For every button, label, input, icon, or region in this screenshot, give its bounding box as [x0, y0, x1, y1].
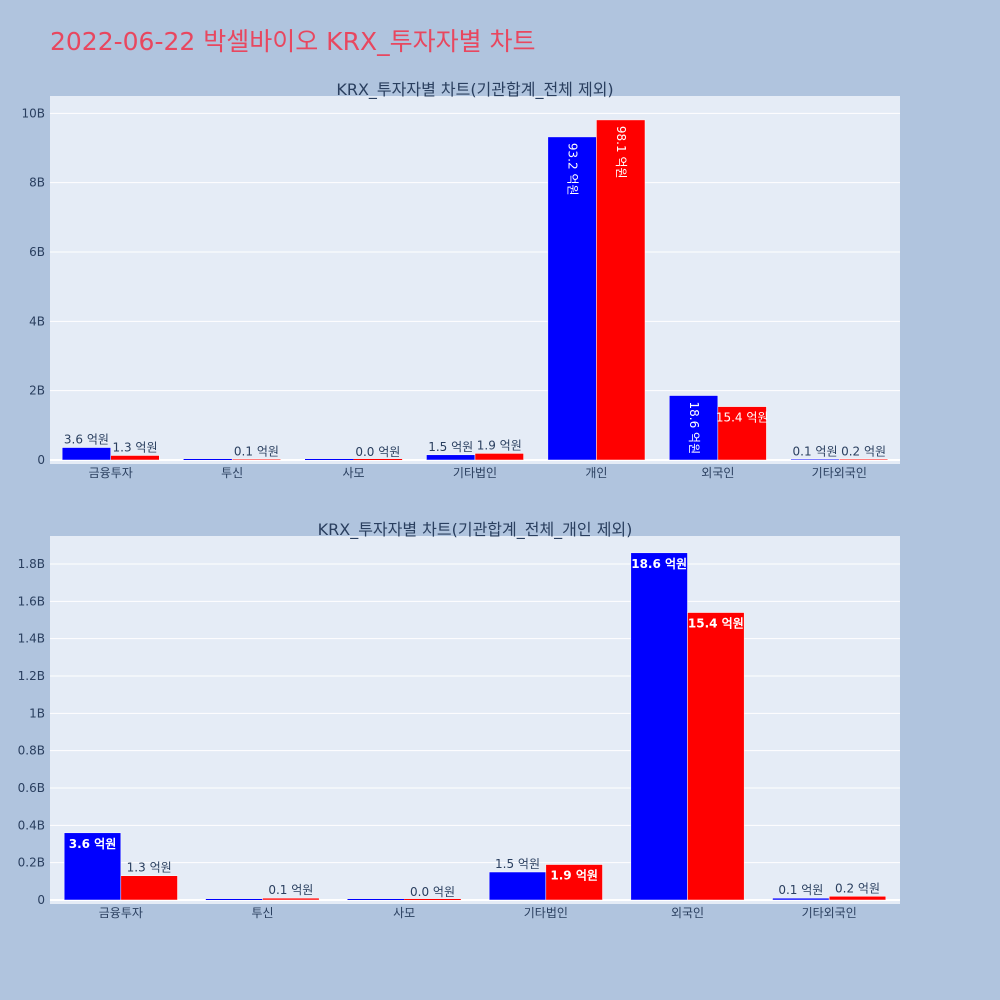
y-tick-label: 0.8B [18, 744, 45, 758]
bar [61, 447, 111, 461]
bar [828, 896, 887, 901]
bar [669, 395, 719, 461]
y-tick-label: 10B [21, 106, 45, 120]
bar [717, 406, 767, 461]
x-tick-label: 금융투자 [99, 906, 143, 920]
bar [205, 899, 263, 900]
y-tick-label: 1.6B [18, 594, 45, 608]
y-tick-label: 1.8B [18, 557, 45, 571]
bar [772, 897, 830, 901]
bar [545, 864, 603, 901]
bar-value-label: 1.5 억원 [428, 440, 473, 454]
x-tick-label: 투신 [221, 466, 243, 480]
plot-area [50, 536, 900, 904]
y-tick-label: 0.4B [18, 818, 45, 832]
bar [474, 453, 524, 461]
bar-value-label: 0.1 억원 [778, 883, 823, 897]
x-tick-label: 외국인 [701, 466, 734, 480]
y-tick-label: 0.2B [18, 856, 45, 870]
bar [353, 459, 403, 460]
y-tick-label: 6B [29, 245, 45, 259]
bar-value-label: 15.4 억원 [688, 617, 744, 631]
x-tick-label: 기타외국인 [802, 906, 857, 920]
bar-value-label: 0.1 억원 [793, 445, 838, 459]
y-tick-label: 1B [29, 706, 45, 720]
bar [687, 612, 745, 901]
y-tick-label: 4B [29, 314, 45, 328]
bar [120, 875, 178, 901]
y-tick-label: 0 [37, 893, 45, 907]
y-tick-label: 0 [37, 453, 45, 467]
bar-value-label: 1.9 억원 [477, 438, 522, 452]
plot-area [50, 96, 900, 464]
bar-value-label: 3.6 억원 [69, 837, 117, 851]
x-tick-label: 기타법인 [524, 906, 568, 920]
bar [839, 458, 889, 461]
bar [183, 459, 233, 460]
x-tick-label: 외국인 [671, 906, 704, 920]
x-tick-label: 기타외국인 [812, 466, 867, 480]
bar [231, 458, 281, 461]
bar [630, 552, 688, 901]
bar [596, 119, 646, 461]
bar [790, 458, 840, 461]
page-title: 2022-06-22 박셀바이오 KRX_투자자별 차트 [50, 27, 536, 56]
bar [63, 832, 122, 901]
x-tick-label: 사모 [343, 466, 365, 480]
bar-value-label: 0.0 억원 [355, 445, 400, 459]
bar-value-label: 0.1 억원 [268, 883, 313, 897]
y-tick-label: 8B [29, 176, 45, 190]
bar [262, 897, 320, 901]
chart-title: KRX_투자자별 차트(기관합계_전체_개인 제외) [318, 520, 633, 540]
x-tick-label: 기타법인 [453, 466, 497, 480]
bar-value-label: 0.2 억원 [841, 444, 886, 458]
bar-value-label: 15.4 억원 [716, 411, 769, 425]
bar-value-label: 18.6 억원 [631, 557, 687, 571]
bar-value-label: 98.1 억원 [614, 126, 628, 179]
x-tick-label: 사모 [393, 906, 415, 920]
bar-value-label: 0.2 억원 [835, 881, 880, 895]
bar-value-label: 18.6 억원 [687, 402, 701, 455]
bar-value-label: 93.2 억원 [566, 143, 580, 196]
x-tick-label: 투신 [251, 906, 273, 920]
top-chart: 0 2B 4B 6B 8B 10B KRX_투자자별 차트(기관합계_전체 제외) 금융투자 3… [21, 80, 900, 480]
bar-value-label: 1.9 억원 [550, 869, 598, 883]
bar-value-label: 1.3 억원 [113, 440, 158, 454]
bar-value-label: 1.5 억원 [495, 857, 540, 871]
bar [426, 454, 476, 461]
bar [347, 899, 405, 900]
bar-value-label: 0.1 억원 [234, 445, 279, 459]
bar [488, 871, 547, 901]
bottom-chart: 0 0.2B 0.4B 0.6B 0.8B 1B 1.2B 1.4B 1.6B 1.8B KRX_투… [18, 520, 900, 920]
chart-title: KRX_투자자별 차트(기관합계_전체 제외) [336, 80, 613, 100]
bar [305, 459, 354, 460]
x-tick-label: 금융투자 [89, 466, 133, 480]
bar-value-label: 3.6 억원 [64, 433, 109, 447]
x-tick-label: 개인 [585, 466, 607, 480]
bar-value-label: 0.0 억원 [410, 885, 455, 899]
bar-value-label: 1.3 억원 [127, 861, 172, 875]
y-tick-label: 1.2B [18, 669, 45, 683]
y-tick-label: 0.6B [18, 781, 45, 795]
y-tick-label: 2B [29, 384, 45, 398]
bar [110, 455, 160, 461]
bar [404, 899, 461, 900]
y-tick-label: 1.4B [18, 632, 45, 646]
